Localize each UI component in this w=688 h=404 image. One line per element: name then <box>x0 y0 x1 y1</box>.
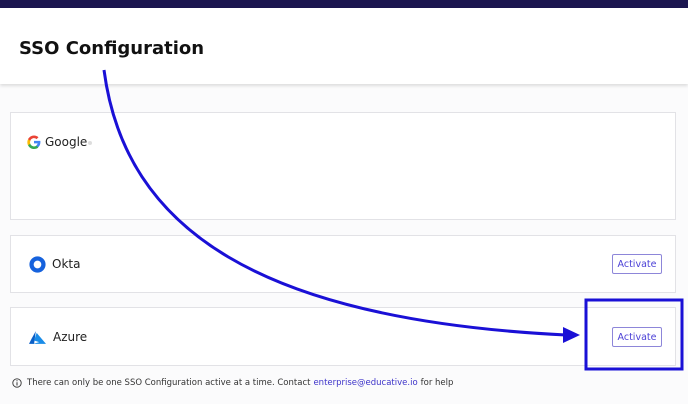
provider-name: Okta <box>52 257 81 271</box>
provider-name: Google <box>45 135 88 149</box>
footer-note: There can only be one SSO Configuration … <box>12 378 456 388</box>
activate-button[interactable]: Activate <box>612 254 662 274</box>
okta-icon <box>29 256 46 273</box>
info-icon <box>12 378 22 388</box>
google-card: Google <box>10 112 676 220</box>
footer-text: There can only be one SSO Configuration … <box>27 378 311 388</box>
okta-card: Okta Activate <box>10 235 676 293</box>
email-link[interactable]: enterprise@educative.io <box>313 378 418 388</box>
top-bar <box>0 0 688 8</box>
azure-card: Azure Activate <box>10 307 676 366</box>
page-title: SSO Configuration <box>19 38 205 59</box>
azure-icon <box>29 331 46 344</box>
footer-suffix: for help <box>420 378 454 388</box>
google-icon <box>27 135 41 149</box>
provider-name: Azure <box>53 330 88 344</box>
status-dot <box>88 141 92 145</box>
header: SSO Configuration <box>0 8 688 84</box>
activate-button[interactable]: Activate <box>612 327 662 347</box>
